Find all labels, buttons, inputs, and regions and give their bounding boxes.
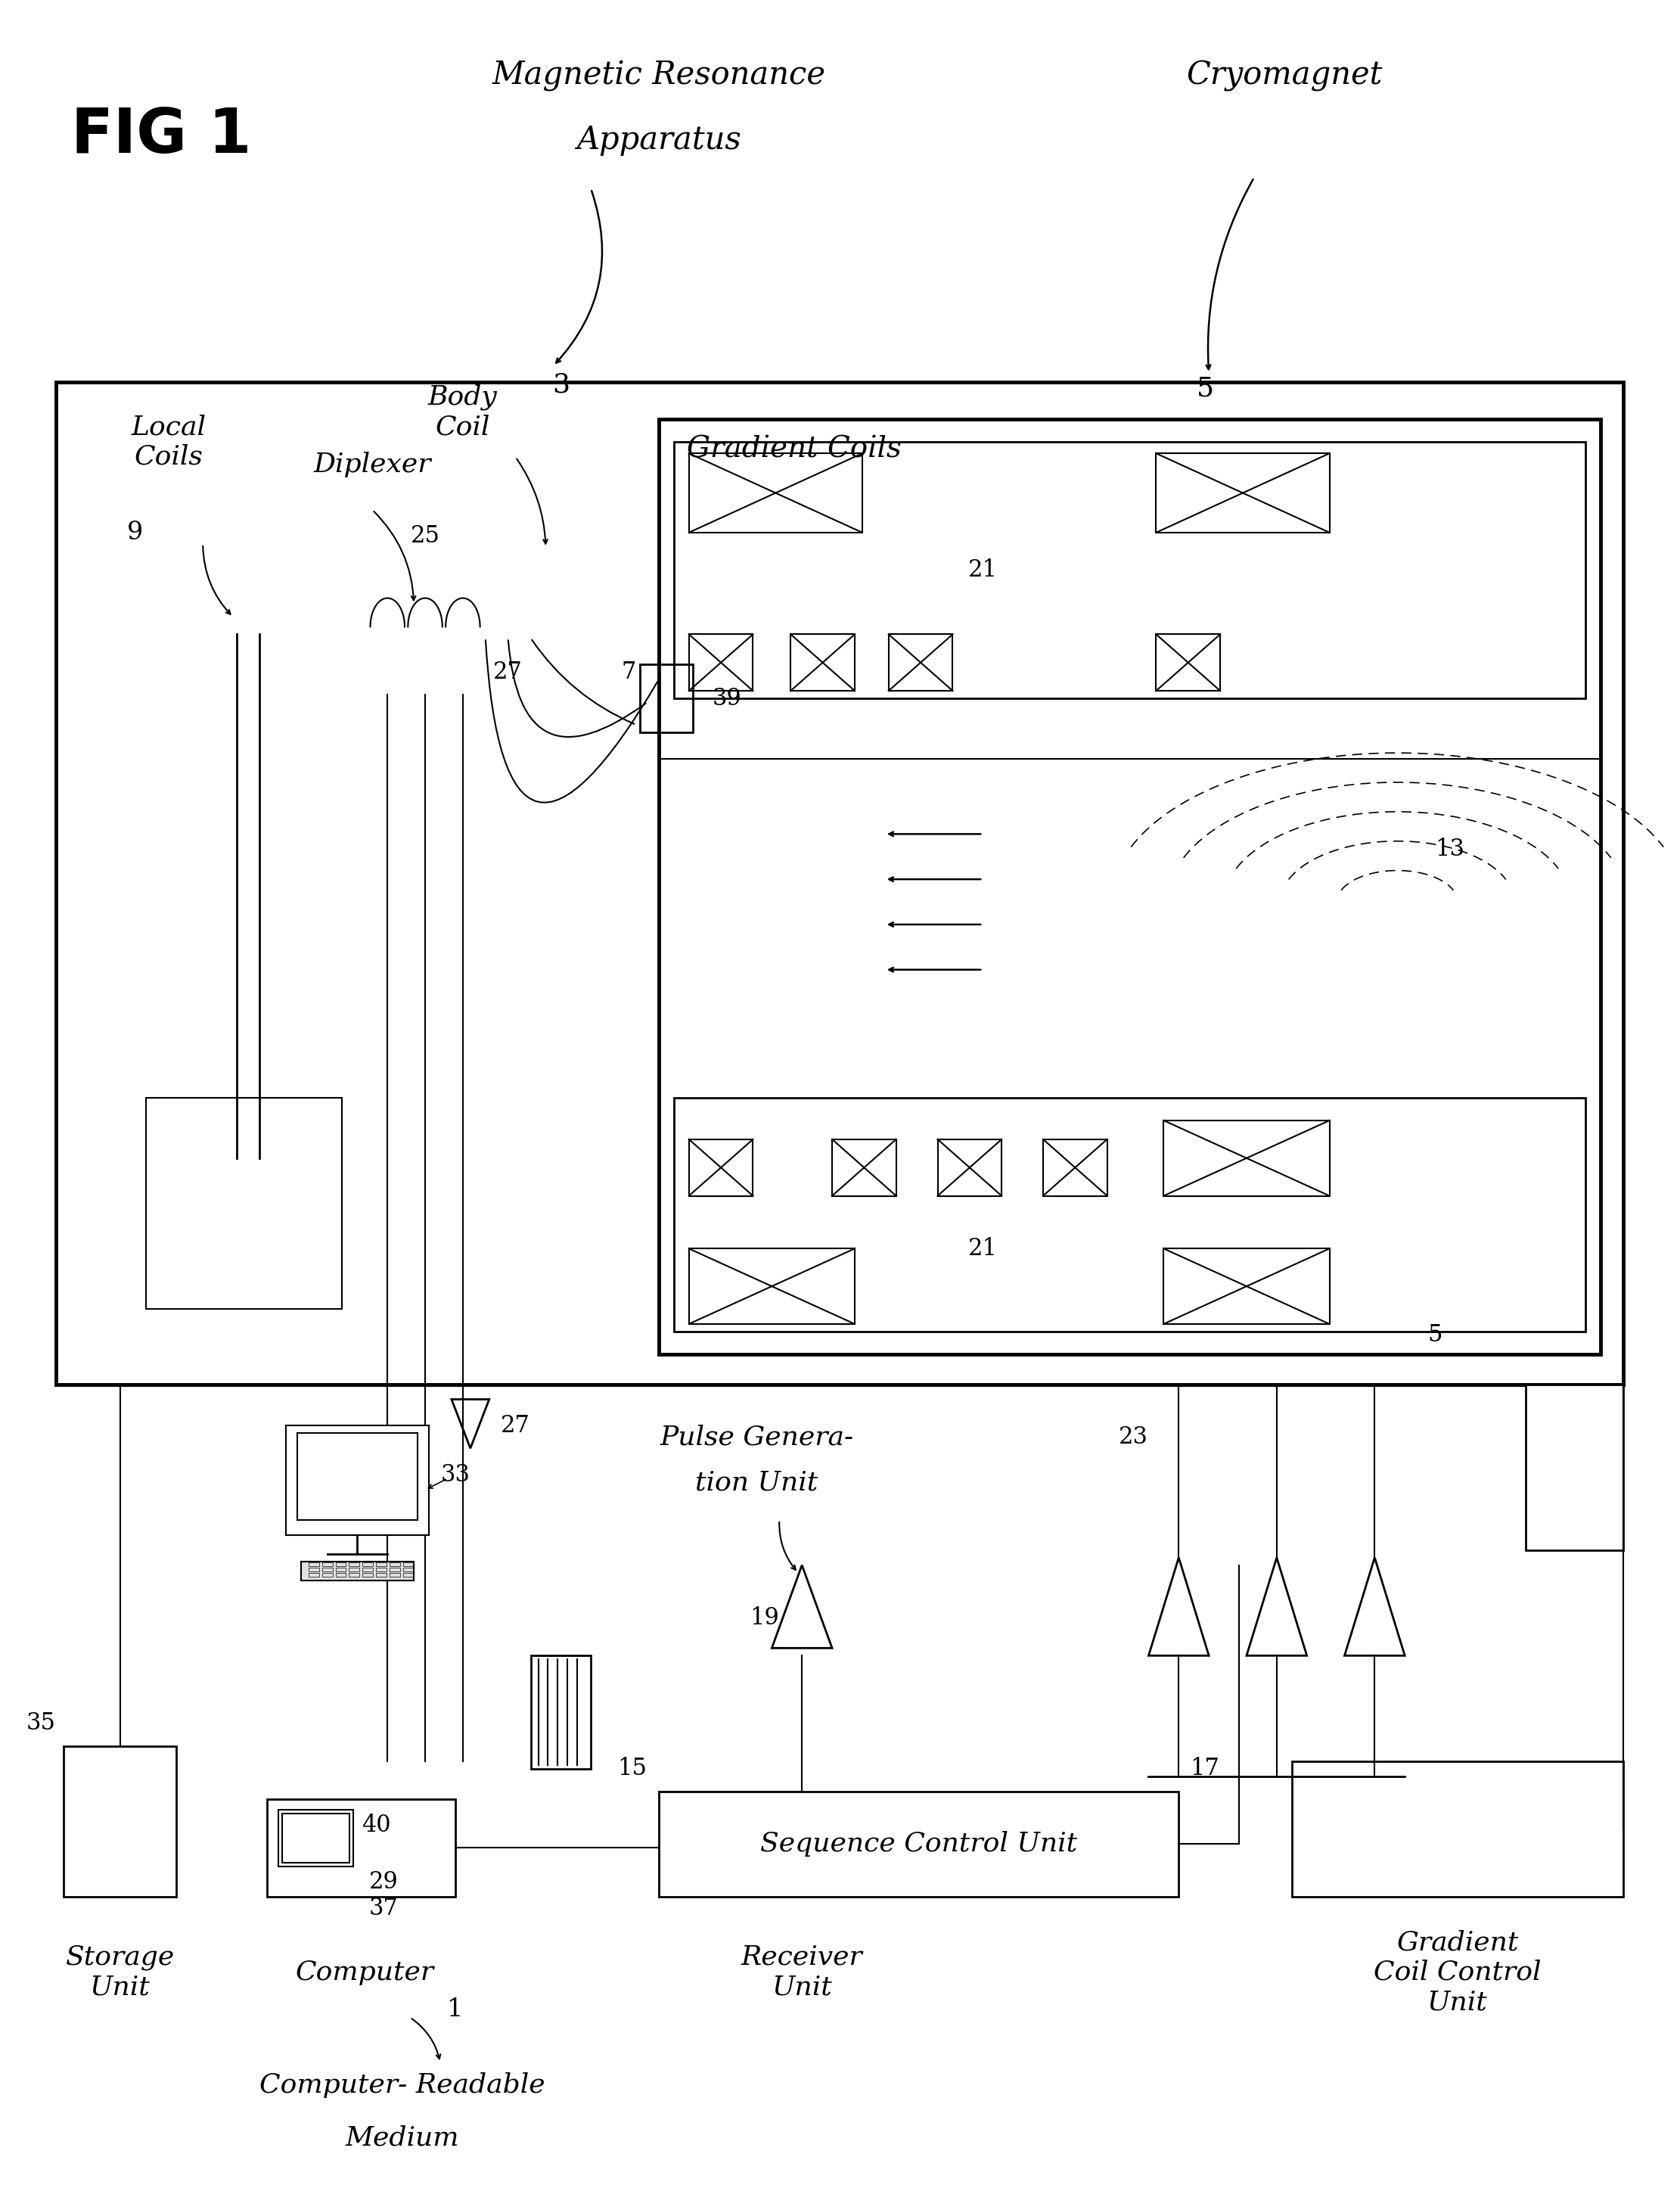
Bar [640, 665, 692, 732]
Text: tion Unit: tion Unit [696, 1470, 818, 1496]
Text: 5: 5 [1196, 376, 1215, 402]
Text: 21: 21 [968, 1238, 998, 1260]
Text: 27: 27 [494, 661, 522, 683]
Text: 35: 35 [27, 1713, 55, 1735]
Text: 33: 33 [440, 1463, 470, 1487]
Bar [674, 1098, 1586, 1330]
Bar [309, 1574, 319, 1576]
Bar [1525, 1383, 1623, 1549]
Bar [689, 1140, 753, 1196]
Bar [1164, 1249, 1329, 1324]
Bar [323, 1574, 333, 1576]
Text: FIG 1: FIG 1 [71, 106, 252, 166]
Bar [531, 1655, 591, 1768]
Bar [689, 634, 753, 692]
Text: 15: 15 [618, 1757, 647, 1781]
Bar [309, 1567, 319, 1571]
Text: 5: 5 [1428, 1324, 1443, 1348]
Text: Body
Coil: Body Coil [428, 385, 497, 440]
Bar [363, 1562, 373, 1567]
Bar [336, 1562, 346, 1567]
Text: 39: 39 [712, 687, 741, 709]
Text: Local
Coils: Local Coils [131, 413, 207, 471]
Bar [336, 1567, 346, 1571]
Text: 1: 1 [447, 1998, 464, 2022]
Text: 19: 19 [749, 1607, 780, 1629]
Bar [349, 1567, 360, 1571]
Text: 21: 21 [968, 559, 998, 581]
Text: 13: 13 [1435, 838, 1465, 862]
Bar [403, 1562, 413, 1567]
Bar [889, 634, 953, 692]
Bar [55, 382, 1623, 1383]
Bar [791, 634, 855, 692]
Text: Computer- Readable: Computer- Readable [260, 2073, 546, 2097]
Text: 25: 25 [410, 524, 440, 548]
Bar [403, 1574, 413, 1576]
Bar [1292, 1761, 1623, 1896]
Text: Storage
Unit: Storage Unit [66, 1945, 175, 2000]
Bar [376, 1562, 386, 1567]
Text: 40: 40 [361, 1814, 391, 1837]
Bar [146, 1098, 343, 1308]
Bar [689, 1249, 855, 1324]
Bar [659, 1792, 1179, 1896]
Bar [323, 1562, 333, 1567]
Bar [363, 1574, 373, 1576]
Bar [1164, 1120, 1329, 1196]
Text: Medium: Medium [346, 2126, 459, 2150]
Bar [286, 1425, 428, 1536]
Bar [390, 1574, 400, 1576]
Bar [301, 1562, 413, 1580]
Bar [1043, 1140, 1107, 1196]
Bar [832, 1140, 895, 1196]
Text: 23: 23 [1119, 1425, 1147, 1450]
Bar [376, 1567, 386, 1571]
Text: Magnetic Resonance: Magnetic Resonance [492, 60, 825, 91]
Bar [403, 1567, 413, 1571]
Text: Diplexer: Diplexer [314, 451, 432, 477]
Text: Gradient
Coil Control
Unit: Gradient Coil Control Unit [1374, 1929, 1541, 2016]
Text: Receiver
Unit: Receiver Unit [741, 1945, 864, 2000]
Bar [297, 1434, 418, 1520]
Text: 29: 29 [370, 1870, 398, 1894]
Text: Pulse Genera-: Pulse Genera- [660, 1423, 853, 1450]
Text: 27: 27 [501, 1414, 531, 1436]
Text: Apparatus: Apparatus [576, 124, 741, 155]
Bar [376, 1574, 386, 1576]
Bar [64, 1746, 176, 1896]
Text: 9: 9 [128, 519, 143, 544]
Bar [390, 1567, 400, 1571]
Bar [1156, 453, 1329, 533]
Bar [937, 1140, 1001, 1196]
Text: 17: 17 [1191, 1757, 1220, 1781]
Bar [279, 1810, 353, 1867]
Bar [282, 1814, 349, 1863]
Bar [267, 1799, 455, 1896]
Text: Computer: Computer [296, 1960, 433, 1985]
Bar [363, 1567, 373, 1571]
Text: 37: 37 [370, 1896, 398, 1920]
Bar [674, 442, 1586, 698]
Text: Gradient Coils: Gradient Coils [687, 435, 902, 464]
Text: Cryomagnet: Cryomagnet [1186, 60, 1383, 91]
Bar [309, 1562, 319, 1567]
Bar [323, 1567, 333, 1571]
Bar [689, 453, 862, 533]
Ellipse shape [349, 612, 501, 634]
Bar [659, 420, 1601, 1355]
Text: 7: 7 [622, 661, 637, 683]
Bar [1156, 634, 1220, 692]
Bar [390, 1562, 400, 1567]
Bar [336, 1574, 346, 1576]
Bar [349, 1562, 360, 1567]
Text: Sequence Control Unit: Sequence Control Unit [761, 1832, 1077, 1856]
Text: 3: 3 [553, 371, 570, 398]
Bar [349, 1574, 360, 1576]
